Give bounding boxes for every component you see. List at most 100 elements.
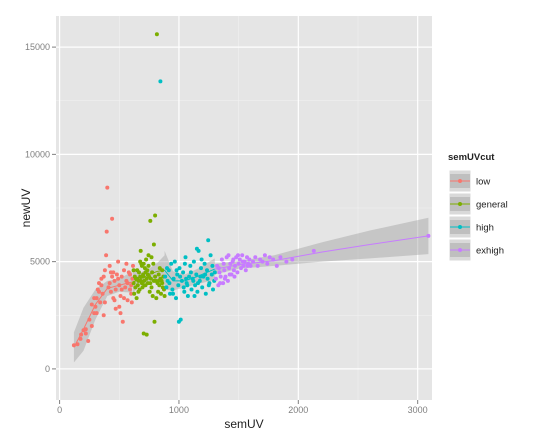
- point-high: [168, 291, 172, 296]
- point-high: [191, 278, 196, 283]
- point-high: [158, 79, 163, 84]
- point-exhigh: [225, 278, 230, 283]
- point-high: [210, 263, 215, 268]
- y-axis-ticks: 0 5000 10000 15000: [25, 42, 56, 374]
- point-low: [120, 319, 125, 324]
- point-general: [146, 253, 151, 258]
- point-high: [209, 272, 214, 277]
- point-low: [119, 274, 124, 279]
- x-tick-label: 3000: [408, 405, 428, 415]
- point-exhigh: [231, 268, 236, 273]
- point-low: [101, 274, 106, 279]
- point-high: [176, 283, 181, 288]
- point-low: [108, 289, 113, 294]
- point-high: [196, 281, 200, 286]
- point-exhigh: [243, 268, 248, 273]
- point-low: [94, 311, 99, 316]
- point-low: [110, 274, 115, 279]
- point-general: [142, 283, 147, 288]
- point-exhigh: [217, 270, 222, 275]
- point-high: [206, 238, 211, 243]
- point-exhigh: [241, 263, 246, 268]
- point-low: [128, 287, 132, 292]
- point-low: [83, 331, 88, 336]
- point-high: [208, 253, 213, 258]
- point-exhigh: [222, 276, 227, 281]
- point-low: [83, 327, 88, 332]
- point-high: [188, 263, 193, 268]
- y-axis-title: newUV: [19, 189, 33, 228]
- point-high: [189, 287, 194, 292]
- point-high: [185, 283, 190, 288]
- point-general: [147, 289, 152, 294]
- point-high: [199, 266, 203, 271]
- point-low: [125, 298, 130, 303]
- point-high: [212, 270, 217, 275]
- point-high: [170, 287, 175, 292]
- point-exhigh: [278, 255, 283, 260]
- point-low: [102, 268, 107, 273]
- point-general: [151, 278, 156, 283]
- y-tick-label: 10000: [25, 149, 50, 159]
- point-low: [97, 289, 101, 294]
- point-exhigh: [236, 253, 240, 258]
- point-general: [132, 291, 137, 296]
- point-exhigh: [221, 281, 226, 286]
- point-low: [110, 216, 115, 221]
- point-low: [124, 261, 129, 266]
- point-exhigh: [226, 253, 231, 258]
- point-general: [144, 332, 149, 337]
- point-exhigh: [240, 253, 245, 258]
- point-high: [205, 276, 210, 281]
- point-exhigh: [218, 274, 223, 279]
- smooth-lines: [73, 235, 429, 348]
- point-low: [129, 291, 134, 296]
- point-low: [129, 300, 134, 305]
- point-general: [162, 294, 167, 298]
- point-low: [114, 272, 119, 277]
- point-general: [131, 281, 136, 286]
- point-high: [203, 291, 208, 296]
- point-general: [135, 283, 140, 288]
- point-high: [205, 268, 209, 273]
- point-exhigh: [218, 281, 223, 286]
- point-general: [151, 261, 156, 266]
- point-general: [141, 261, 146, 266]
- legend-key-point: [458, 248, 462, 252]
- point-exhigh: [274, 263, 279, 268]
- point-general: [149, 255, 154, 260]
- x-tick-label: 1000: [169, 405, 189, 415]
- point-low: [112, 298, 117, 303]
- point-high: [174, 268, 179, 273]
- point-low: [122, 296, 126, 301]
- point-exhigh: [232, 274, 237, 279]
- legend-entry-exhigh: exhigh: [448, 238, 504, 262]
- point-general: [148, 276, 153, 281]
- confidence-band-exhigh: [214, 217, 429, 275]
- point-general: [134, 296, 139, 301]
- legend-entry-high: high: [448, 215, 494, 239]
- point-low: [116, 259, 121, 264]
- point-low: [122, 268, 126, 273]
- point-general: [136, 289, 141, 294]
- point-exhigh: [284, 259, 289, 264]
- point-low: [104, 229, 109, 234]
- point-general: [153, 213, 158, 218]
- point-low: [123, 285, 128, 290]
- point-low: [104, 253, 109, 258]
- point-general: [138, 259, 143, 264]
- point-low: [105, 185, 110, 190]
- point-low: [101, 313, 106, 318]
- point-general: [150, 294, 155, 298]
- point-exhigh: [219, 257, 224, 262]
- point-high: [163, 274, 168, 279]
- point-exhigh: [265, 261, 270, 266]
- x-axis-title: semUV: [224, 417, 263, 431]
- point-high: [181, 285, 186, 290]
- point-low: [118, 294, 123, 298]
- smooth-line-high: [164, 268, 215, 282]
- point-general: [144, 276, 149, 281]
- point-low: [112, 278, 117, 283]
- point-low: [102, 300, 107, 305]
